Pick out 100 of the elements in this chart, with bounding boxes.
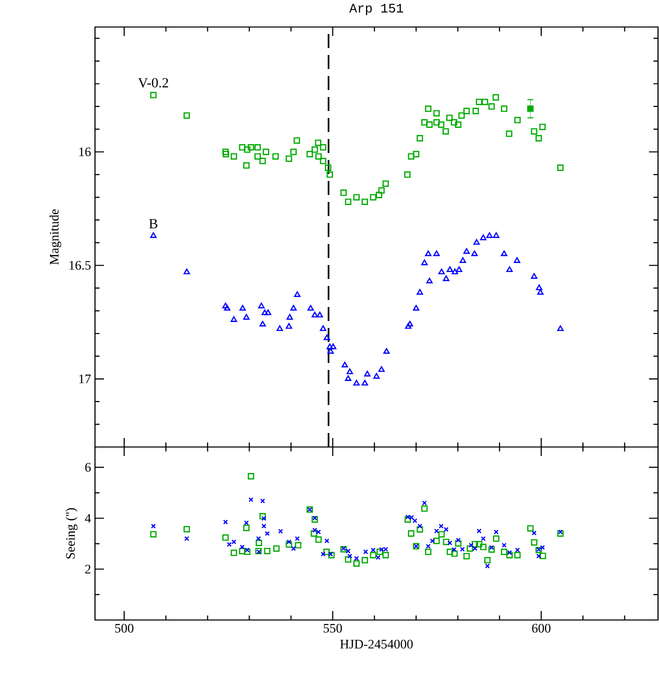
point bbox=[324, 334, 330, 340]
point bbox=[286, 323, 292, 329]
point bbox=[425, 250, 432, 256]
series-label: V-0.2 bbox=[138, 78, 168, 88]
point bbox=[342, 362, 348, 368]
point bbox=[438, 531, 445, 538]
point bbox=[184, 268, 190, 274]
point bbox=[316, 312, 323, 318]
point bbox=[442, 275, 450, 282]
point bbox=[416, 526, 424, 533]
point bbox=[405, 323, 412, 329]
point bbox=[230, 550, 238, 556]
point bbox=[433, 250, 440, 256]
point bbox=[362, 380, 368, 386]
point bbox=[239, 548, 246, 554]
point bbox=[426, 278, 433, 284]
point bbox=[500, 250, 508, 256]
point bbox=[224, 304, 230, 311]
point bbox=[406, 320, 414, 327]
point bbox=[258, 302, 265, 308]
point bbox=[290, 304, 297, 311]
point bbox=[344, 556, 352, 563]
point bbox=[557, 325, 564, 332]
point bbox=[370, 552, 376, 558]
point bbox=[243, 314, 250, 320]
point bbox=[346, 368, 354, 374]
point bbox=[294, 291, 300, 297]
point bbox=[307, 304, 314, 311]
point bbox=[466, 545, 474, 552]
point bbox=[286, 314, 293, 320]
point bbox=[364, 370, 371, 376]
x-axis-title: HJD-2454000 bbox=[340, 640, 413, 649]
point bbox=[514, 552, 521, 558]
point bbox=[460, 257, 466, 263]
point bbox=[286, 541, 292, 548]
point bbox=[530, 273, 538, 279]
point bbox=[327, 348, 334, 354]
x-tick-label: 500 bbox=[115, 624, 134, 633]
point bbox=[244, 548, 250, 556]
point bbox=[452, 268, 458, 274]
point bbox=[421, 260, 428, 266]
x-tick-label: 550 bbox=[324, 624, 342, 633]
point bbox=[378, 366, 385, 372]
y-axis-title: Seeing ('') bbox=[66, 508, 78, 559]
point bbox=[312, 312, 318, 318]
point bbox=[412, 304, 420, 311]
point bbox=[451, 550, 458, 557]
point bbox=[557, 530, 564, 537]
point bbox=[312, 516, 318, 523]
point bbox=[488, 546, 495, 553]
point bbox=[416, 289, 424, 295]
point bbox=[540, 552, 546, 560]
point bbox=[330, 344, 336, 350]
point bbox=[446, 266, 454, 272]
y-tick-label: 16.5 bbox=[70, 260, 91, 270]
point bbox=[463, 552, 470, 560]
point bbox=[315, 536, 322, 543]
point bbox=[446, 548, 454, 556]
point bbox=[184, 526, 190, 532]
point bbox=[484, 557, 491, 564]
point bbox=[259, 320, 266, 327]
point bbox=[455, 540, 462, 547]
y-tick-label: 6 bbox=[85, 463, 91, 472]
point bbox=[471, 250, 478, 256]
point bbox=[294, 542, 302, 548]
point bbox=[530, 539, 538, 546]
point bbox=[480, 544, 486, 550]
point bbox=[264, 548, 270, 554]
point bbox=[500, 548, 508, 556]
point bbox=[262, 309, 268, 316]
point bbox=[476, 540, 482, 548]
point bbox=[493, 232, 500, 238]
point bbox=[506, 266, 513, 272]
y-tick-label: 2 bbox=[85, 564, 90, 574]
y-axis-title: Magnitude bbox=[49, 209, 62, 265]
point bbox=[456, 266, 462, 272]
point bbox=[243, 524, 250, 532]
point bbox=[492, 535, 500, 542]
point bbox=[150, 232, 157, 238]
point bbox=[506, 552, 513, 558]
point bbox=[259, 513, 266, 520]
point bbox=[222, 534, 229, 541]
point bbox=[353, 560, 360, 567]
point bbox=[310, 530, 318, 537]
point bbox=[486, 232, 493, 238]
point bbox=[230, 316, 238, 322]
point bbox=[433, 538, 440, 544]
point bbox=[421, 505, 428, 512]
point bbox=[408, 530, 414, 537]
y-tick-label: 4 bbox=[84, 514, 91, 522]
point bbox=[222, 302, 229, 308]
point bbox=[537, 289, 544, 295]
y-tick-label: 16 bbox=[79, 148, 91, 156]
point bbox=[425, 548, 432, 556]
point bbox=[344, 375, 352, 381]
point bbox=[353, 380, 360, 386]
point bbox=[438, 268, 445, 274]
point bbox=[472, 540, 478, 548]
point bbox=[473, 239, 480, 245]
point bbox=[239, 304, 246, 311]
